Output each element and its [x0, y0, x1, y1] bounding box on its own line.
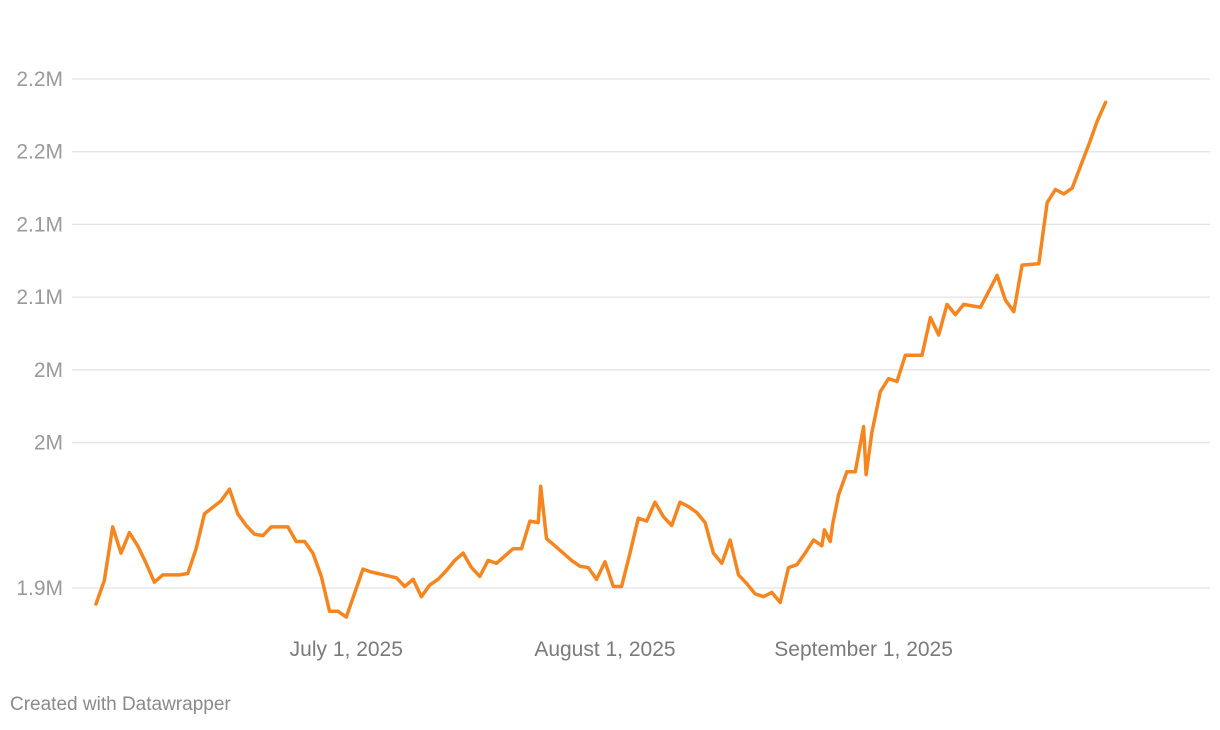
x-tick-label: July 1, 2025 — [290, 638, 403, 661]
y-tick-label: 2.1M — [16, 286, 63, 309]
x-tick-label: September 1, 2025 — [774, 638, 953, 661]
y-tick-label: 2.2M — [16, 68, 63, 91]
y-axis-ticks: 1.9M 2M 2M 2.1M 2.1M 2.2M 2.2M — [16, 68, 63, 600]
y-tick-label: 2.1M — [16, 213, 63, 236]
gridlines — [72, 78, 1210, 589]
line-chart: 1.9M 2M 2M 2.1M 2.1M 2.2M 2.2M July 1, 2025 Aug… — [16, 68, 1210, 661]
datawrapper-credit[interactable]: Created with Datawrapper — [10, 694, 231, 715]
y-tick-label: 2M — [34, 359, 63, 382]
series-line — [94, 100, 1108, 619]
series-layer — [94, 100, 1108, 619]
y-tick-label: 2.2M — [16, 141, 63, 164]
x-tick-label: August 1, 2025 — [534, 638, 675, 661]
y-tick-label: 2M — [34, 432, 63, 455]
y-tick-label: 1.9M — [16, 577, 63, 600]
x-axis-ticks: July 1, 2025 August 1, 2025 September 1, 2… — [290, 638, 953, 661]
